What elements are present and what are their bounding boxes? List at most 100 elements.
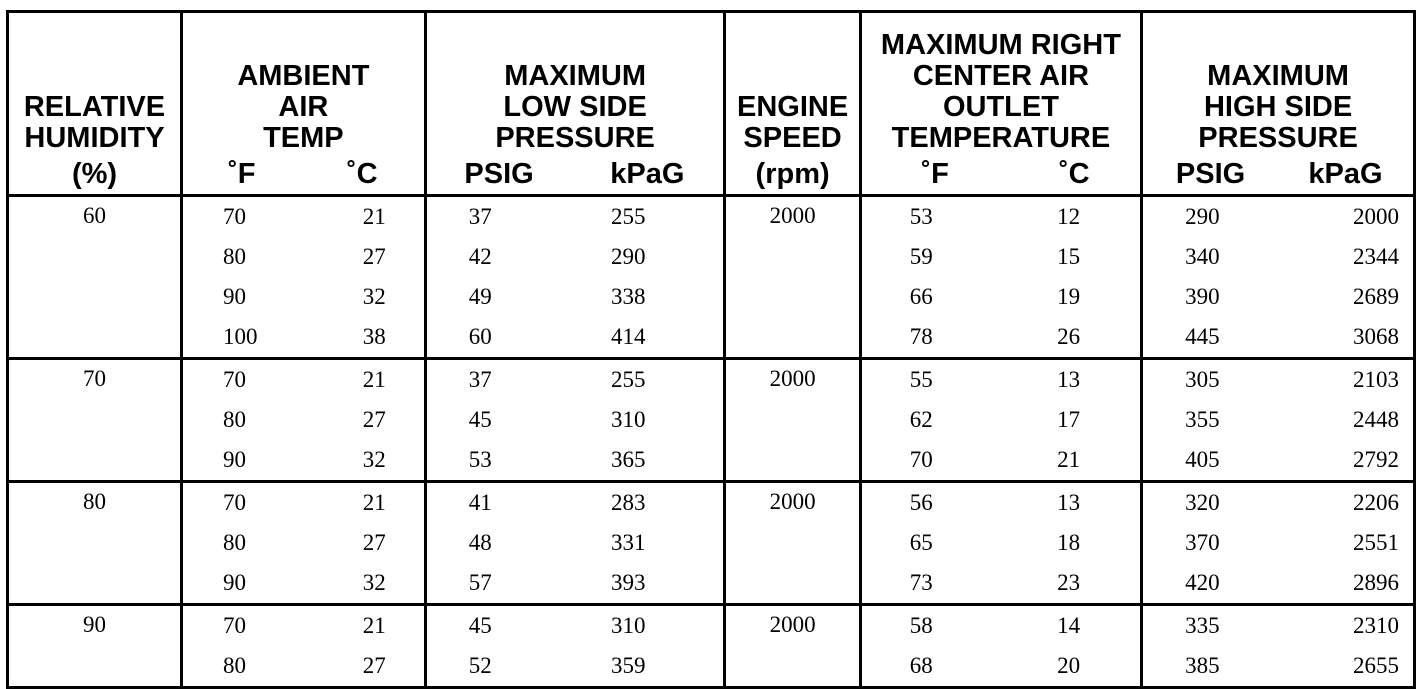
outlet-temp-f-cell: 56 xyxy=(858,479,1009,523)
high-side-psig-cell: 305 xyxy=(1140,356,1279,400)
units-row: (%) ˚F ˚C PSIG kPaG (rpm) ˚F ˚C PSIG kPa… xyxy=(7,155,1415,197)
low-side-kpag-cell: 290 xyxy=(610,243,646,269)
low-side-psig-cell: 52 xyxy=(423,645,572,687)
header-max-outlet-temp: MAXIMUM RIGHT CENTER AIR OUTLET TEMPERAT… xyxy=(858,11,1142,156)
ambient-temp-c-cell: 21 xyxy=(362,203,386,229)
unit-label: kPaG xyxy=(571,155,725,197)
high-side-psig-cell: 405 xyxy=(1140,439,1279,481)
low-side-kpag-cell: 255 xyxy=(571,356,725,400)
low-side-kpag-cell: 365 xyxy=(610,446,646,472)
table-row: 80 27 42 290 59 15 340 2344 xyxy=(8,236,1415,277)
outlet-temp-f-cell: 68 xyxy=(858,645,1009,687)
low-side-kpag-cell: 393 xyxy=(610,569,646,595)
unit-label: (rpm) xyxy=(723,155,861,197)
high-side-psig-cell: 335 xyxy=(1140,602,1279,646)
engine-speed-cell: 2000 xyxy=(723,195,861,358)
outlet-temp-c-cell: 21 xyxy=(1057,446,1081,472)
relative-humidity-cell: 70 xyxy=(7,356,182,481)
low-side-kpag-cell: 338 xyxy=(610,283,646,309)
table-row: 100 38 60 414 78 26 445 3068 xyxy=(8,316,1415,358)
high-side-kpag-cell: 2103 xyxy=(1278,356,1415,400)
ac-performance-table: RELATIVE HUMIDITY AMBIENT AIR TEMP MAXIM… xyxy=(6,10,1416,689)
outlet-temp-f-cell: 59 xyxy=(858,236,1009,277)
outlet-temp-f-cell: 62 xyxy=(858,399,1009,440)
high-side-kpag-cell: 2655 xyxy=(1353,652,1399,678)
unit-label: (%) xyxy=(7,155,182,197)
table-row: 80 27 48 331 65 18 370 2551 xyxy=(8,522,1415,563)
low-side-kpag-cell: 310 xyxy=(610,406,646,432)
high-side-kpag-cell: 2448 xyxy=(1353,406,1399,432)
header-engine-speed: ENGINE SPEED xyxy=(723,11,861,156)
ambient-temp-c-cell: 38 xyxy=(362,323,386,349)
high-side-kpag-cell: 2551 xyxy=(1353,529,1399,555)
outlet-temp-c-cell: 19 xyxy=(1057,283,1081,309)
outlet-temp-c-cell: 12 xyxy=(1057,203,1081,229)
high-side-psig-cell: 370 xyxy=(1140,522,1279,563)
outlet-temp-f-cell: 70 xyxy=(858,439,1009,481)
ambient-temp-f-cell: 80 xyxy=(179,399,301,440)
table-header: RELATIVE HUMIDITY AMBIENT AIR TEMP MAXIM… xyxy=(7,11,1415,197)
low-side-psig-cell: 49 xyxy=(423,276,572,317)
table-row: 60 70 21 37 255 2000 53 12 290 2000 xyxy=(8,195,1415,358)
outlet-temp-c-cell: 13 xyxy=(1008,479,1142,523)
page: RELATIVE HUMIDITY AMBIENT AIR TEMP MAXIM… xyxy=(6,10,1416,689)
ambient-temp-f-cell: 80 xyxy=(179,522,301,563)
high-side-psig-cell: 290 xyxy=(1140,195,1279,237)
outlet-temp-c-cell: 20 xyxy=(1057,652,1081,678)
low-side-kpag-cell: 310 xyxy=(571,602,725,646)
ambient-temp-f-cell: 70 xyxy=(179,479,301,523)
outlet-temp-f-cell: 58 xyxy=(858,602,1009,646)
outlet-temp-c-cell: 26 xyxy=(1057,323,1081,349)
ambient-temp-c-cell: 32 xyxy=(362,569,386,595)
table-row: 80 27 45 310 62 17 355 2448 xyxy=(8,399,1415,440)
ambient-temp-f-cell: 80 xyxy=(179,645,301,687)
ambient-temp-c-cell: 32 xyxy=(362,283,386,309)
ambient-temp-f-cell: 80 xyxy=(179,236,301,277)
engine-speed-cell: 2000 xyxy=(723,602,861,687)
header-max-high-side-pressure: MAXIMUM HIGH SIDE PRESSURE xyxy=(1140,11,1415,156)
unit-label: kPaG xyxy=(1278,155,1415,197)
ambient-temp-f-cell: 90 xyxy=(179,276,301,317)
header-relative-humidity: RELATIVE HUMIDITY xyxy=(23,90,166,154)
table-body: 60 70 21 37 255 2000 53 12 290 2000 80 27 42 290 59 15 3… xyxy=(7,195,1415,687)
ambient-temp-f-cell: 90 xyxy=(179,439,301,481)
table-row: 90 32 49 338 66 19 390 2689 xyxy=(8,276,1415,317)
low-side-kpag-cell: 283 xyxy=(571,479,725,523)
unit-label: ˚F xyxy=(858,155,1009,197)
relative-humidity-cell: 60 xyxy=(82,202,106,228)
outlet-temp-c-cell: 14 xyxy=(1008,602,1142,646)
unit-label: ˚C xyxy=(1008,155,1142,197)
ambient-temp-c-cell: 27 xyxy=(362,652,386,678)
table-row: 90 32 53 365 70 21 405 2792 xyxy=(8,439,1415,481)
high-side-psig-cell: 385 xyxy=(1140,645,1279,687)
unit-label: ˚F xyxy=(179,155,301,197)
outlet-temp-c-cell: 15 xyxy=(1057,243,1081,269)
table-row: 80 27 52 359 68 20 385 2655 xyxy=(8,645,1415,687)
low-side-kpag-cell: 255 xyxy=(610,203,646,229)
ambient-temp-c-cell: 32 xyxy=(362,446,386,472)
unit-label: ˚C xyxy=(300,155,426,197)
ambient-temp-f-cell: 70 xyxy=(179,195,301,237)
unit-label: PSIG xyxy=(1140,155,1279,197)
header-ambient-air-temp: AMBIENT AIR TEMP xyxy=(179,11,426,156)
ambient-temp-c-cell: 21 xyxy=(300,479,426,523)
ambient-temp-f-cell: 100 xyxy=(179,316,301,358)
high-side-psig-cell: 390 xyxy=(1140,276,1279,317)
low-side-psig-cell: 48 xyxy=(423,522,572,563)
ambient-temp-c-cell: 21 xyxy=(300,356,426,400)
low-side-kpag-cell: 414 xyxy=(610,323,646,349)
outlet-temp-c-cell: 17 xyxy=(1057,406,1081,432)
low-side-psig-cell: 45 xyxy=(423,602,572,646)
ambient-temp-f-cell: 70 xyxy=(179,356,301,400)
ambient-temp-f-cell: 90 xyxy=(179,562,301,604)
table-row: 80 70 21 41 283 2000 56 13 320 2206 xyxy=(7,479,1415,604)
high-side-kpag-cell: 2792 xyxy=(1353,446,1399,472)
ambient-temp-c-cell: 27 xyxy=(362,529,386,555)
low-side-kpag-cell: 359 xyxy=(610,652,646,678)
relative-humidity-cell: 90 xyxy=(7,602,182,687)
outlet-temp-f-cell: 66 xyxy=(858,276,1009,317)
relative-humidity-cell: 80 xyxy=(7,479,182,604)
header-max-low-side-pressure: MAXIMUM LOW SIDE PRESSURE xyxy=(423,11,725,156)
low-side-psig-cell: 41 xyxy=(423,479,572,523)
high-side-kpag-cell: 2896 xyxy=(1353,569,1399,595)
